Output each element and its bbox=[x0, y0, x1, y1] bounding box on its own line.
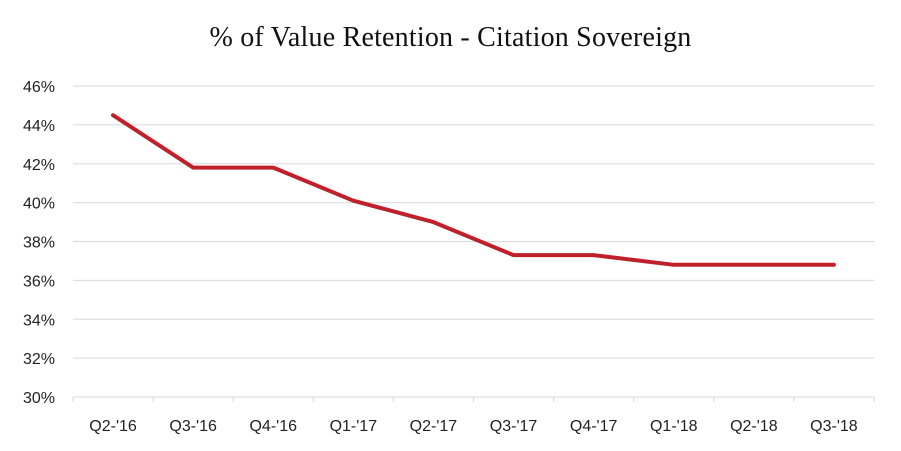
y-tick-label: 32% bbox=[23, 351, 55, 368]
y-axis-ticks: 30% 32% 34% 36% 38% 40% 42% 44% 46% bbox=[23, 79, 55, 407]
y-tick-label: 38% bbox=[23, 235, 55, 252]
y-tick-label: 42% bbox=[23, 157, 55, 174]
x-tick-label: Q1-'17 bbox=[330, 418, 378, 435]
series-line bbox=[111, 113, 836, 267]
x-tick-label: Q2-'18 bbox=[730, 418, 778, 435]
x-tick-label: Q4-'16 bbox=[249, 418, 297, 435]
x-tick-label: Q3-'17 bbox=[490, 418, 538, 435]
x-axis-ticks: Q2-'16 Q3-'16 Q4-'16 Q1-'17 Q2-'17 Q3-'17 Q4-'… bbox=[72, 397, 875, 435]
y-tick-label: 46% bbox=[23, 79, 55, 96]
x-tick-label: Q2-'16 bbox=[89, 418, 137, 435]
y-tick-label: 44% bbox=[23, 118, 55, 135]
chart-title: % of Value Retention - Citation Sovereig… bbox=[209, 22, 692, 53]
x-tick-label: Q3-'18 bbox=[810, 418, 858, 435]
series-layer bbox=[111, 113, 836, 267]
x-tick-label: Q3-'16 bbox=[169, 418, 217, 435]
gridlines bbox=[73, 85, 874, 398]
y-tick-label: 30% bbox=[23, 390, 55, 407]
x-tick-label: Q2-'17 bbox=[410, 418, 458, 435]
y-tick-label: 40% bbox=[23, 196, 55, 213]
y-tick-label: 34% bbox=[23, 312, 55, 329]
y-tick-label: 36% bbox=[23, 273, 55, 290]
x-tick-label: Q4-'17 bbox=[570, 418, 618, 435]
x-tick-label: Q1-'18 bbox=[650, 418, 698, 435]
